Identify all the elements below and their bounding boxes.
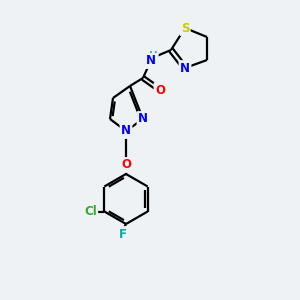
Text: F: F [119, 227, 127, 241]
Text: S: S [181, 22, 189, 34]
Text: N: N [138, 112, 148, 125]
Text: Cl: Cl [84, 205, 97, 218]
Text: N: N [121, 124, 131, 137]
Text: H: H [148, 51, 158, 61]
Text: N: N [180, 61, 190, 74]
Text: O: O [121, 158, 131, 172]
Text: N: N [146, 55, 156, 68]
Text: O: O [155, 83, 165, 97]
